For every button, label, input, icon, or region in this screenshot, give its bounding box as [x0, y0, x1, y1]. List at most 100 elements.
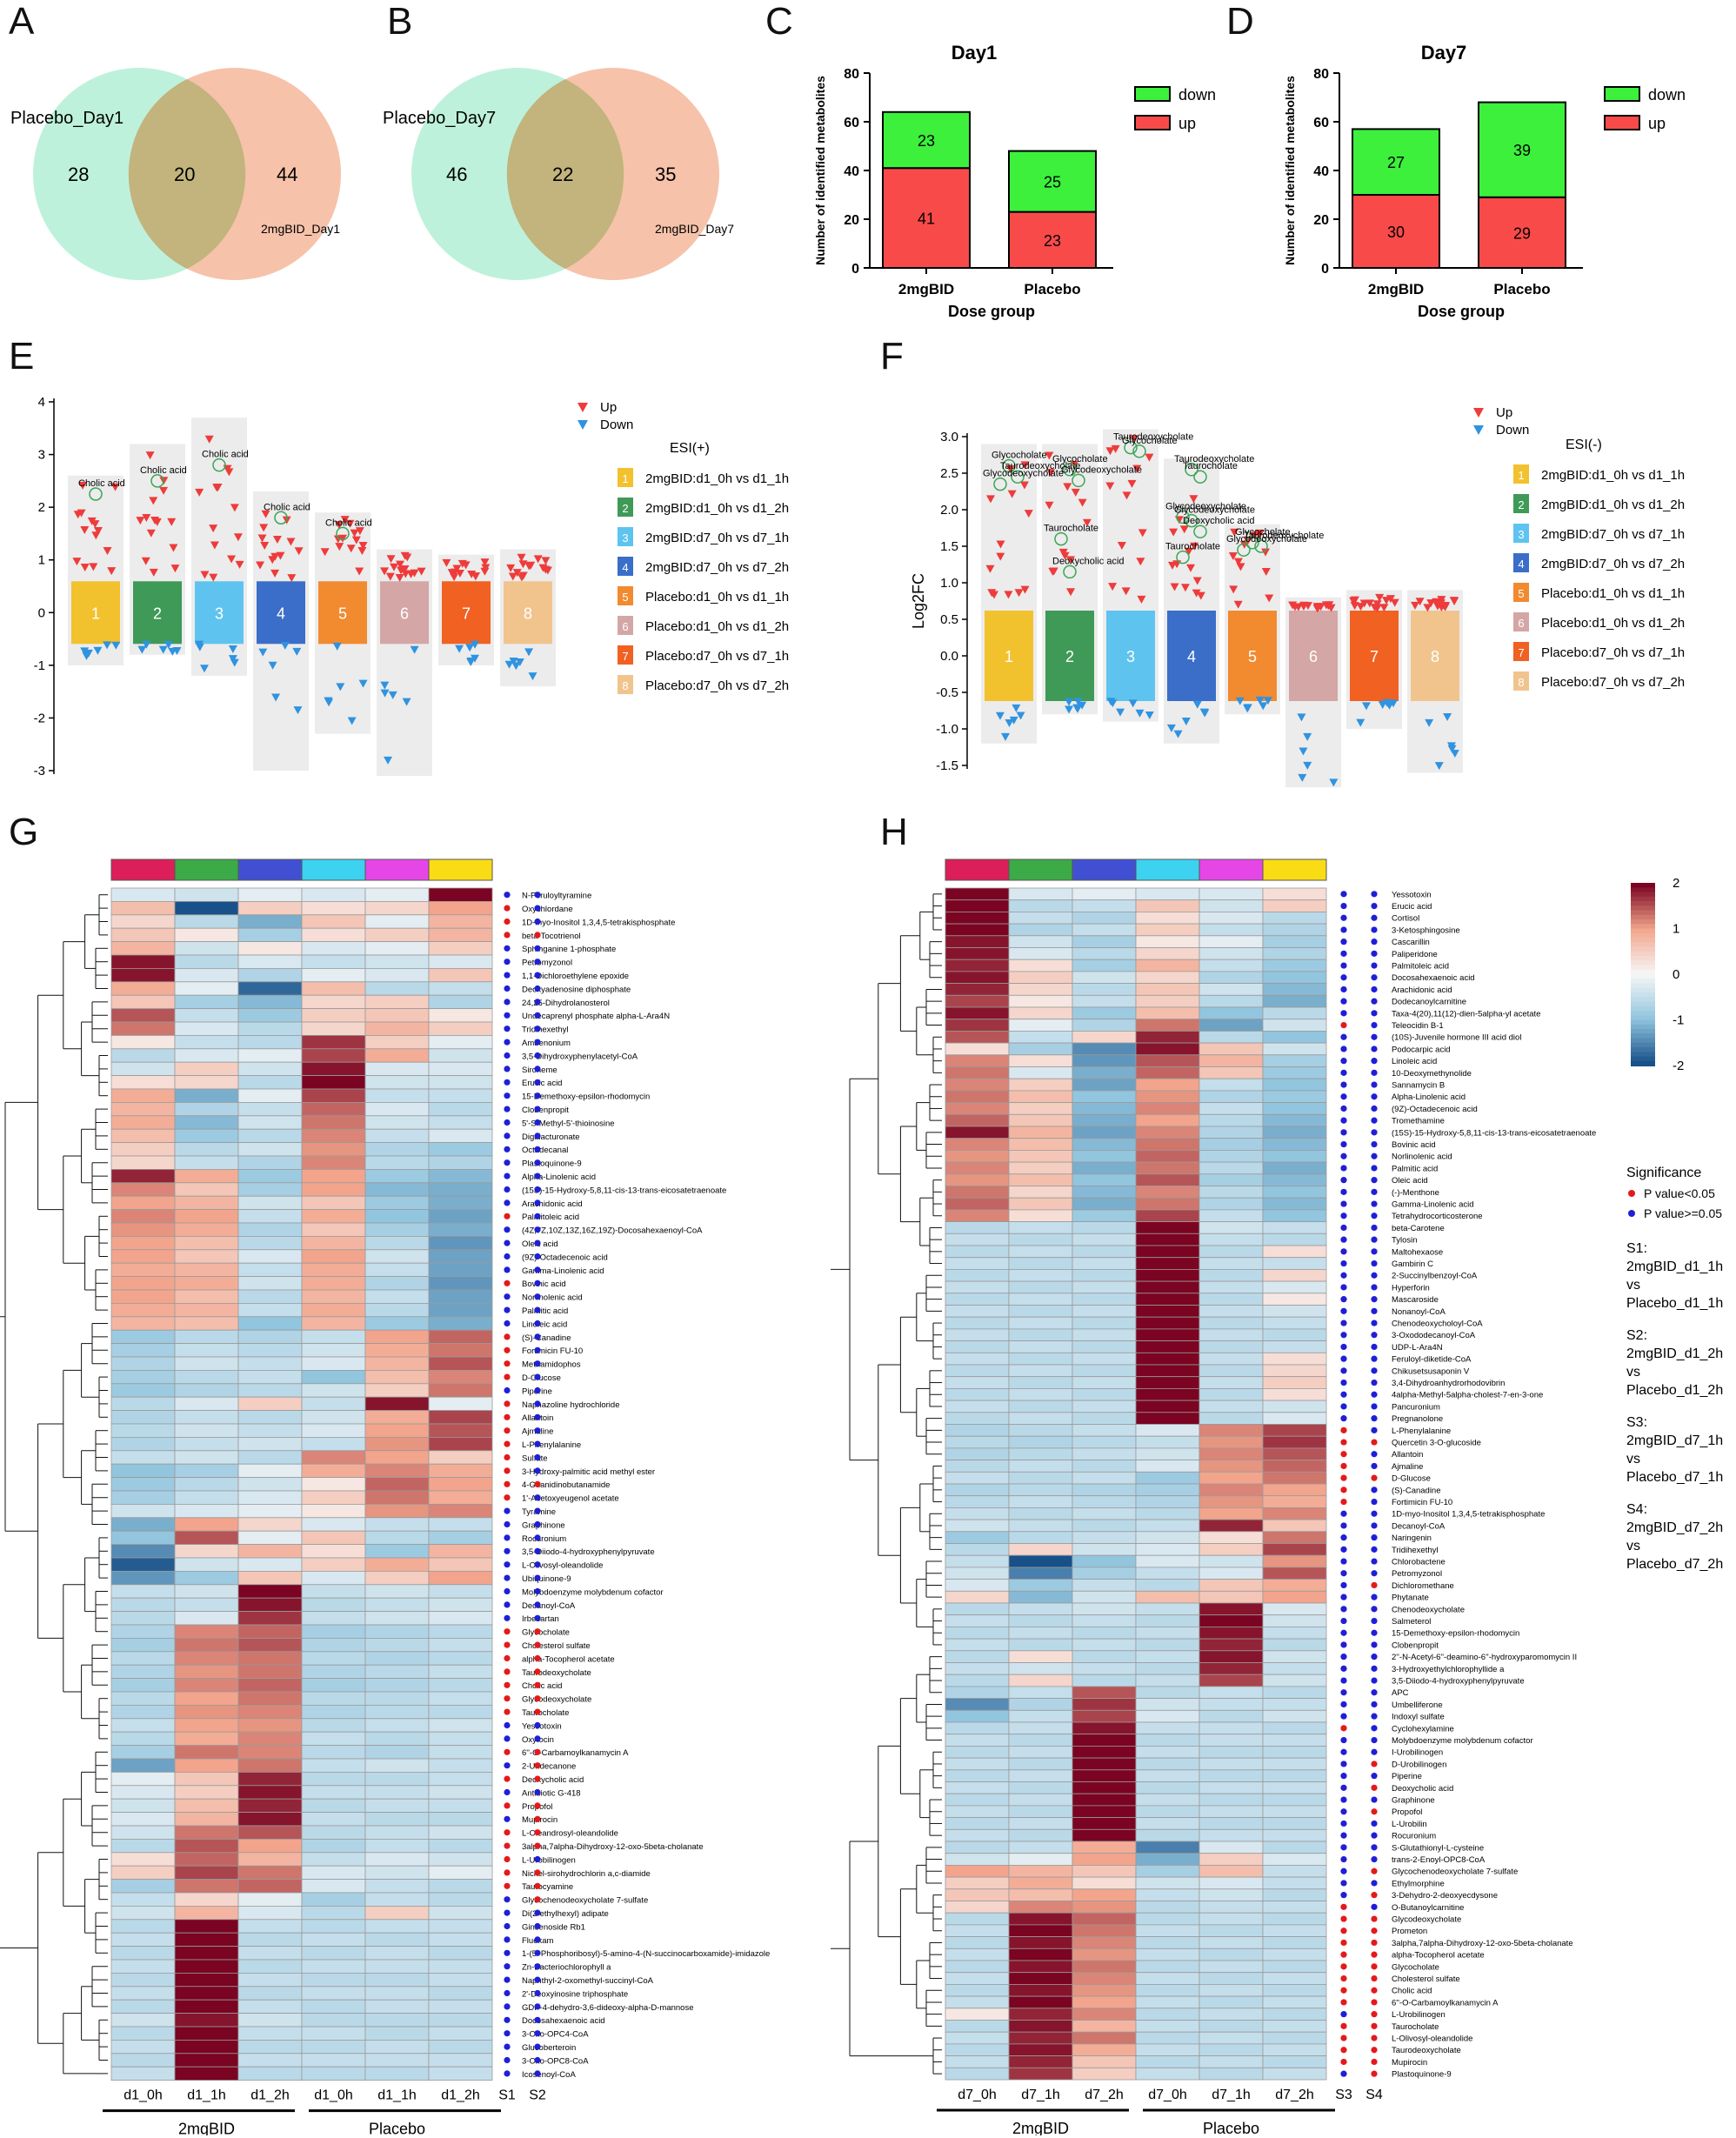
- significance-dot: [504, 1266, 511, 1273]
- up-point: [1439, 602, 1449, 611]
- heatmap-cell: [174, 1825, 239, 1840]
- heatmap-cell: [1135, 1460, 1200, 1473]
- significance-dot: [1340, 1415, 1347, 1422]
- row-label: Tridihexethyl: [522, 1026, 569, 1035]
- heatmap-cell: [174, 1034, 239, 1050]
- heatmap-cell: [1262, 1364, 1327, 1378]
- heatmap-cell: [364, 1544, 430, 1559]
- heatmap-cell: [174, 1664, 239, 1680]
- annotation-label: Cholic acid: [78, 478, 125, 489]
- up-point: [145, 451, 155, 460]
- significance-dot: [534, 1092, 541, 1099]
- heatmap-cell: [1072, 1638, 1137, 1652]
- heatmap-cell: [174, 1530, 239, 1546]
- heatmap-cell: [237, 1865, 303, 1880]
- sig-definition-id: S4:: [1626, 1502, 1647, 1517]
- down-point: [292, 647, 302, 656]
- significance-dot: [1340, 1736, 1347, 1744]
- down-point: [199, 665, 209, 673]
- heatmap-cell: [1008, 994, 1073, 1008]
- heatmap-cell: [1262, 1698, 1327, 1711]
- heatmap-cell: [945, 1280, 1010, 1294]
- heatmap-cell: [428, 1209, 493, 1224]
- colorbar-segment: [1631, 1024, 1655, 1030]
- heatmap-cell: [301, 1490, 366, 1505]
- significance-dot: [504, 1949, 511, 1956]
- row-label: trans-2-Enoyl-OPC8-CoA: [1392, 1855, 1486, 1865]
- heatmap-cell: [1199, 2055, 1264, 2068]
- venn-both-count: 20: [174, 164, 195, 185]
- significance-dot: [504, 2030, 511, 2037]
- legend-swatch-number: 6: [1518, 617, 1524, 630]
- significance-dot: [534, 1333, 541, 1340]
- row-label: (10S)-Juvenile hormone III acid diol: [1392, 1033, 1521, 1043]
- significance-dot: [1340, 1546, 1347, 1553]
- heatmap-cell: [945, 1066, 1010, 1079]
- colorbar-segment: [1631, 1019, 1655, 1026]
- significance-dot: [504, 932, 511, 939]
- colorbar-tick-label: -2: [1673, 1059, 1684, 1073]
- heatmap-cell: [174, 1611, 239, 1626]
- heatmap-cell: [1008, 1030, 1073, 1044]
- row-label: Taurocholate: [522, 1708, 569, 1718]
- heatmap-cell: [301, 941, 366, 956]
- heatmap-cell: [364, 1691, 430, 1706]
- row-label: Nonanoyl-CoA: [1392, 1307, 1446, 1317]
- legend-swatch: [1513, 524, 1529, 543]
- heatmap-cell: [1199, 912, 1264, 925]
- row-label: Phytanate: [1392, 1593, 1429, 1603]
- heatmap-cell: [237, 1101, 303, 1117]
- heatmap-cell: [945, 1305, 1010, 1318]
- heatmap-cell: [945, 1662, 1010, 1675]
- legend-swatch: [1513, 494, 1529, 513]
- up-point: [1236, 563, 1245, 571]
- heatmap-cell: [428, 1437, 493, 1452]
- heatmap-cell: [1199, 1805, 1264, 1819]
- heatmap-cell: [945, 1507, 1010, 1520]
- heatmap-cell: [364, 1959, 430, 1974]
- heatmap-cell: [364, 1705, 430, 1720]
- row-label: Yessotoxin: [1392, 890, 1432, 899]
- heatmap-cell: [174, 1906, 239, 1921]
- significance-dot: [1371, 974, 1378, 981]
- row-label: Deoxycholic acid: [1392, 1784, 1453, 1794]
- significance-dot: [1371, 1713, 1378, 1720]
- heatmap-cell: [1262, 1090, 1327, 1103]
- heatmap-cell: [364, 1329, 430, 1345]
- heatmap-cell: [945, 947, 1010, 960]
- row-label: Graphinone: [522, 1520, 565, 1530]
- heatmap-cell: [110, 1919, 176, 1934]
- heatmap-cell: [428, 1571, 493, 1586]
- significance-dot: [1340, 1606, 1347, 1613]
- heatmap-cell: [301, 1624, 366, 1639]
- up-point: [455, 570, 464, 578]
- significance-dot: [1371, 1629, 1378, 1636]
- significance-dot: [1371, 1974, 1378, 1982]
- heatmap-cell: [110, 1128, 176, 1144]
- heatmap-cell: [945, 1567, 1010, 1580]
- heatmap-cell: [237, 1651, 303, 1666]
- heatmap-cell: [237, 1879, 303, 1894]
- heatmap-cell: [945, 1554, 1010, 1568]
- heatmap-cell: [364, 1289, 430, 1304]
- heatmap-cell: [1135, 1388, 1200, 1401]
- sig-definition-line: 2mgBID_d1_2h: [1626, 1346, 1723, 1361]
- heatmap-cell: [110, 994, 176, 1009]
- up-point: [78, 481, 88, 490]
- sig-definition-id: S2:: [1626, 1328, 1647, 1343]
- significance-dot: [1340, 1654, 1347, 1660]
- significance-dot: [1340, 902, 1347, 910]
- down-point: [410, 645, 419, 654]
- down-point: [1145, 711, 1154, 719]
- significance-dot: [1340, 1355, 1347, 1362]
- heatmap-cell: [1199, 1078, 1264, 1092]
- legend-up-label: Up: [1496, 405, 1512, 420]
- heatmap-cell: [174, 1946, 239, 1961]
- heatmap-cell: [1199, 1400, 1264, 1413]
- heatmap-cell: [1008, 1805, 1073, 1819]
- heatmap-cell: [301, 1235, 366, 1251]
- heatmap-cell: [945, 1627, 1010, 1640]
- down-point: [504, 660, 514, 669]
- heatmap-cell: [1135, 923, 1200, 937]
- heatmap-cell: [301, 1303, 366, 1318]
